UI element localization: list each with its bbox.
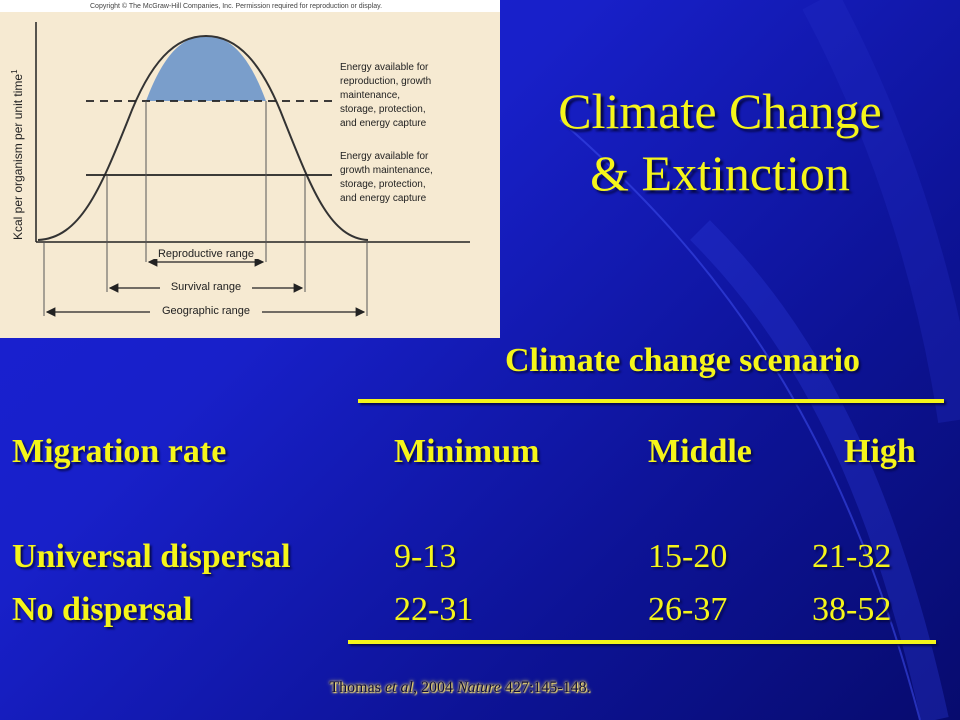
- title-line-2: & Extinction: [590, 145, 850, 201]
- cell-minimum: 22-31: [394, 591, 474, 628]
- citation: Thomas et al, 2004 Nature 427:145-148.: [329, 679, 591, 696]
- survival-range-label: Survival range: [171, 281, 241, 293]
- title-line-1: Climate Change: [558, 83, 882, 139]
- col-migration-rate: Migration rate: [12, 433, 227, 470]
- slide-title: Climate Change & Extinction: [490, 80, 950, 204]
- reproductive-range-label: Reproductive range: [158, 248, 254, 260]
- geographic-range-label: Geographic range: [162, 305, 250, 317]
- col-middle: Middle: [648, 433, 752, 470]
- annotation-lower: Energy available for growth maintenance,…: [340, 151, 436, 204]
- energy-curve: [37, 34, 369, 241]
- copyright-notice: Copyright © The McGraw-Hill Companies, I…: [90, 2, 382, 10]
- cell-middle: 26-37: [648, 591, 728, 628]
- cell-middle: 15-20: [648, 538, 728, 575]
- textbook-figure: Copyright © The McGraw-Hill Companies, I…: [0, 0, 500, 338]
- cell-high: 21-32: [812, 538, 892, 575]
- row-label: No dispersal: [12, 591, 193, 628]
- scenario-header: Climate change scenario: [505, 342, 861, 379]
- annotation-upper: Energy available for reproduction, growt…: [340, 62, 434, 129]
- col-high: High: [844, 433, 916, 470]
- y-axis-label: Kcal per organism per unit time1: [10, 69, 25, 240]
- cell-minimum: 9-13: [394, 538, 457, 575]
- table-bottom-divider: [348, 640, 936, 644]
- col-minimum: Minimum: [394, 433, 540, 470]
- cell-high: 38-52: [812, 591, 892, 628]
- reproduction-energy-area: [146, 36, 266, 101]
- header-divider: [358, 399, 944, 403]
- row-label: Universal dispersal: [12, 538, 291, 575]
